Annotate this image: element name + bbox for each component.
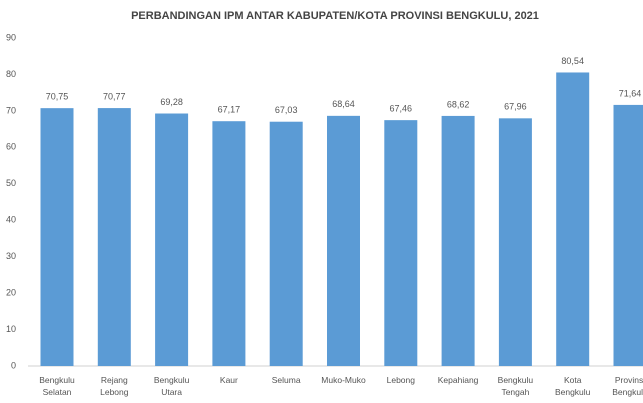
- value-label: 67,46: [390, 104, 413, 114]
- value-label: 71,64: [619, 88, 642, 98]
- x-tick-label: Rejang Lebong: [100, 375, 129, 397]
- y-tick-label: 40: [6, 215, 16, 225]
- bar: [327, 115, 360, 366]
- bar: [269, 121, 303, 366]
- x-tick-label: Kota Bengkulu: [554, 375, 591, 397]
- value-label: 70,77: [103, 91, 126, 101]
- x-tick-label: Seluma: [271, 375, 301, 385]
- x-tick-label: Bengkulu Selatan: [39, 375, 75, 397]
- x-tick-label: Muko-Muko: [321, 375, 366, 385]
- bar: [212, 121, 246, 366]
- y-tick-label: 90: [6, 32, 16, 42]
- bar: [155, 113, 189, 367]
- value-label: 67,96: [504, 102, 527, 112]
- y-tick-label: 20: [6, 287, 16, 297]
- value-label: 68,62: [447, 99, 470, 109]
- x-tick-label: Bengkulu Utara: [153, 375, 190, 397]
- chart-title: PERBANDINGAN IPM ANTAR KABUPATEN/KOTA PR…: [131, 10, 539, 22]
- value-label: 80,54: [561, 56, 584, 66]
- y-tick-label: 10: [6, 324, 16, 334]
- y-tick-label: 0: [11, 360, 16, 370]
- y-tick-label: 70: [6, 105, 16, 115]
- bar: [384, 120, 418, 366]
- bar: [556, 72, 590, 367]
- x-tick-label: Provinsi Bengkulu: [612, 375, 643, 397]
- value-label: 69,28: [160, 97, 183, 107]
- y-tick-label: 80: [6, 69, 16, 79]
- y-tick-label: 60: [6, 142, 16, 152]
- value-label: 67,03: [275, 105, 298, 115]
- bar: [613, 104, 643, 367]
- bar: [40, 108, 74, 367]
- bar: [97, 108, 131, 366]
- bar: [498, 118, 532, 367]
- y-tick-label: 30: [6, 251, 16, 261]
- x-tick-label: Kepahiang: [437, 375, 479, 385]
- y-tick-label: 50: [6, 178, 16, 188]
- x-tick-label: Lebong: [386, 375, 415, 385]
- value-label: 68,64: [332, 99, 355, 109]
- x-tick-label: Kaur: [219, 375, 238, 385]
- value-label: 70,75: [46, 92, 69, 102]
- bar: [441, 115, 475, 367]
- value-label: 67,17: [218, 105, 241, 115]
- x-tick-label: Bengkulu Tengah: [497, 375, 534, 397]
